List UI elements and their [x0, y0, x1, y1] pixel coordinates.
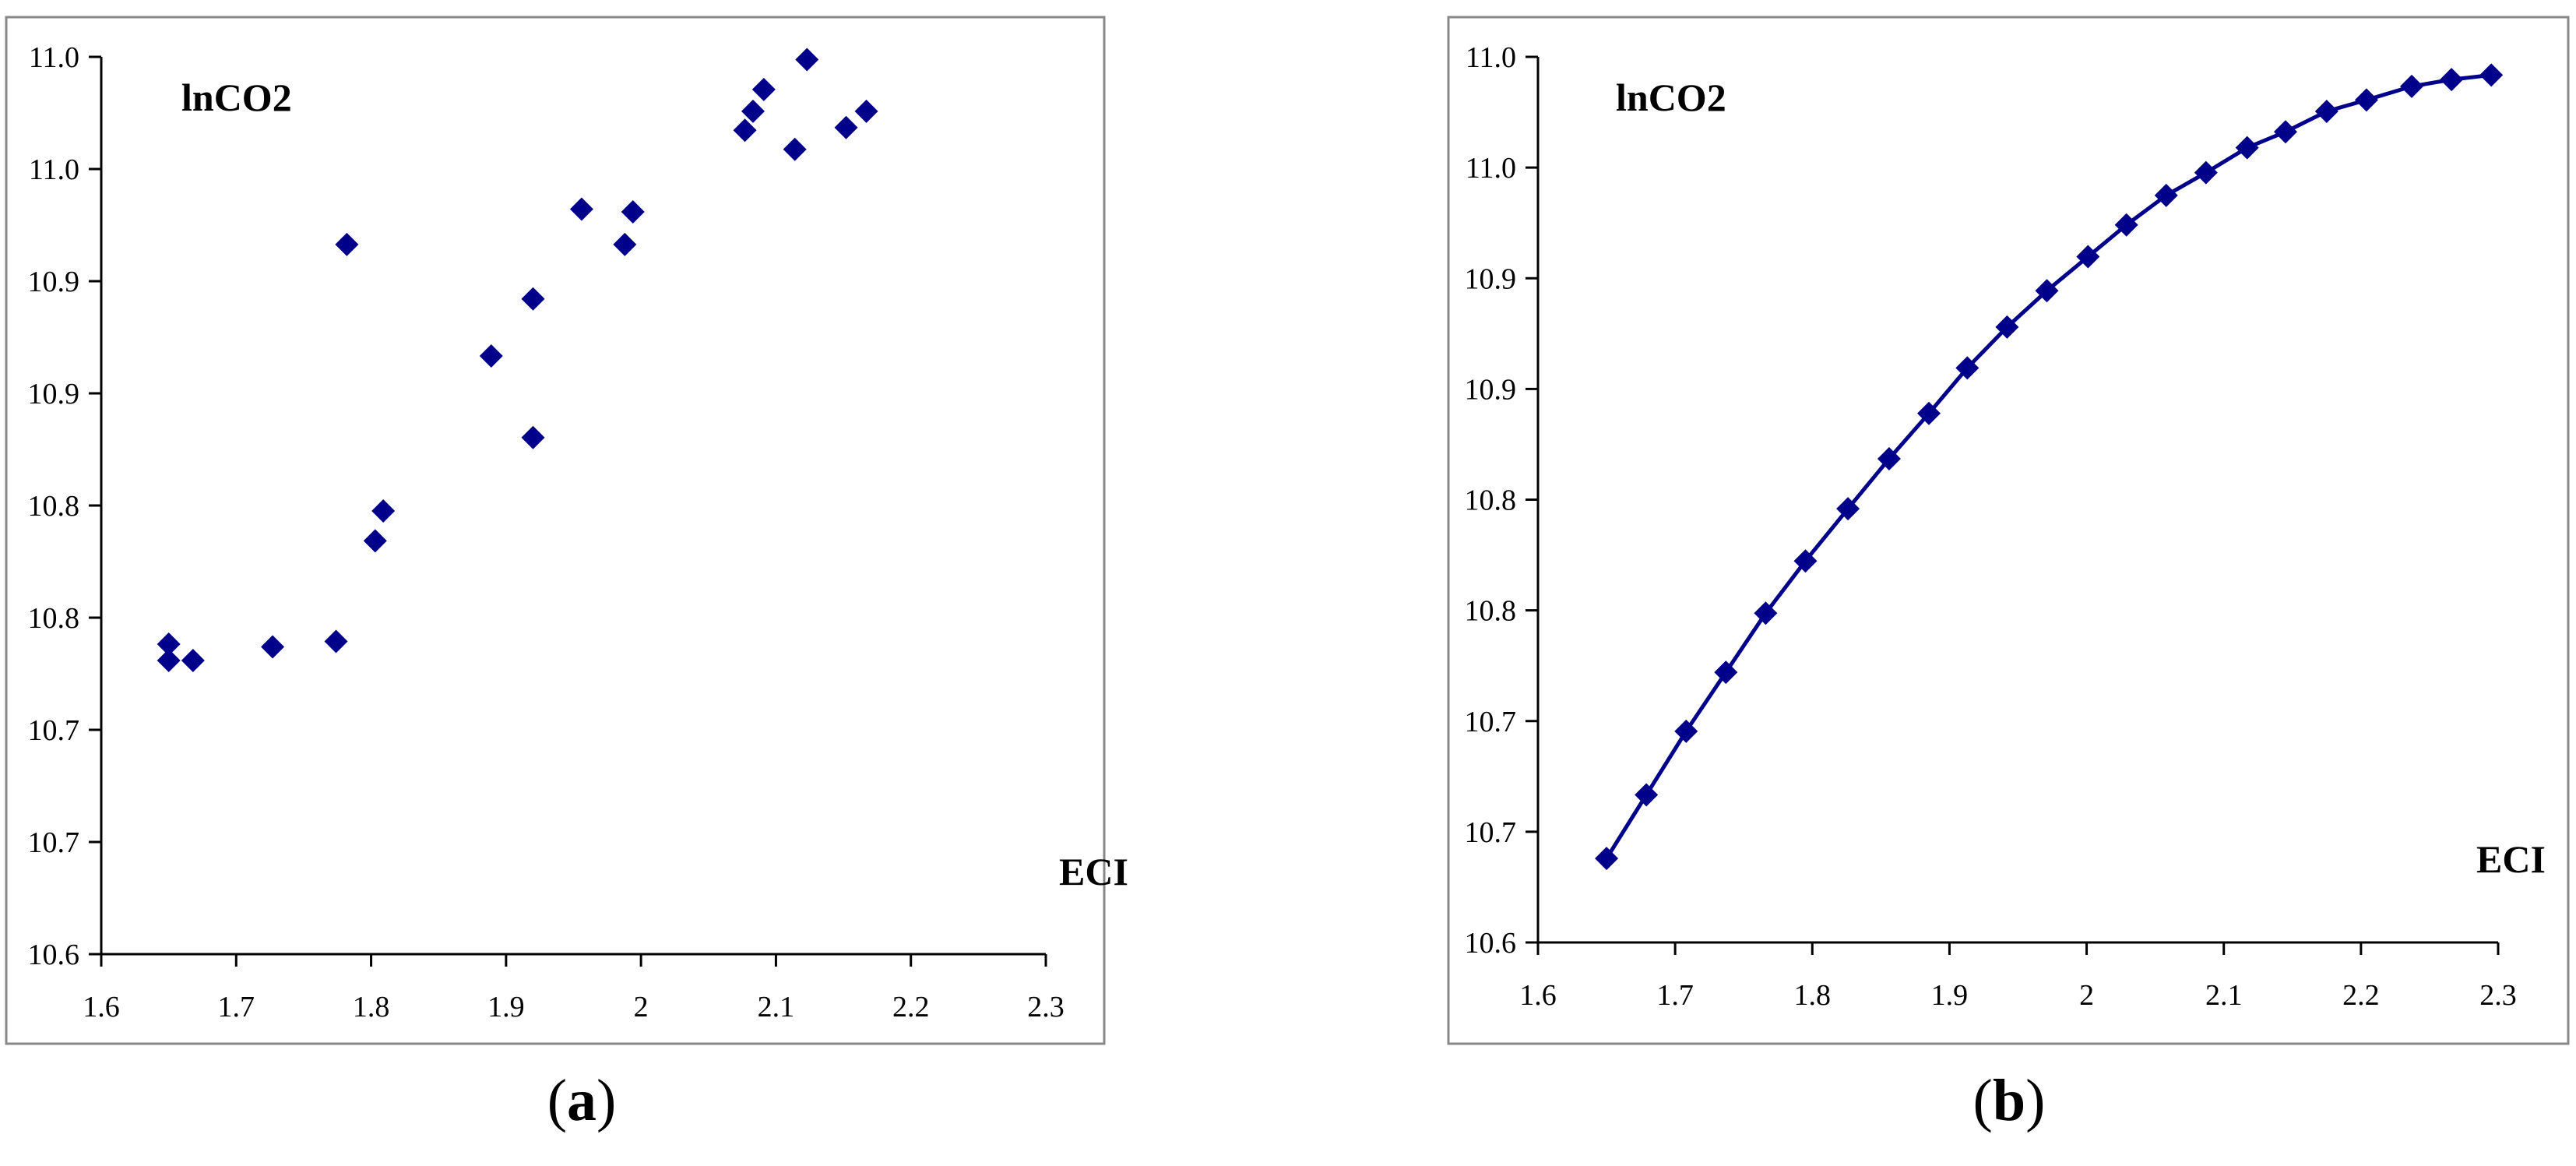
y-tick-label: 11.0: [1466, 152, 1516, 185]
y-tick-label: 10.7: [28, 714, 80, 747]
x-tick-label: 2.1: [2205, 979, 2243, 1012]
y-tick-label: 10.7: [1465, 816, 1517, 849]
x-tick-label: 2.2: [2342, 979, 2380, 1012]
y-tick-label: 10.9: [1465, 373, 1517, 406]
data-point: [371, 498, 396, 523]
x-tick-label: 1.6: [83, 991, 120, 1023]
y-tick-label: 11.0: [29, 41, 79, 74]
data-point: [1635, 783, 1659, 807]
data-point: [2314, 99, 2338, 123]
y-axis-label: lnCO2: [181, 76, 292, 119]
data-point: [2273, 120, 2297, 144]
data-point: [741, 99, 765, 123]
chart-panel-b: 1.6 1.7 1.8 1.9 2 2.1 2.2 2.3 11.0 11.0 10.9 10.9 10…: [1447, 16, 2570, 1045]
data-point: [613, 232, 637, 256]
y-tick-label: 11.0: [29, 153, 79, 186]
data-point: [2354, 88, 2378, 112]
y-tick-label: 10.6: [28, 939, 80, 971]
x-tick-label: 1.9: [1931, 979, 1969, 1012]
x-tick-label: 2: [2079, 979, 2094, 1012]
data-point: [521, 287, 545, 311]
x-tick-label: 2.3: [1027, 991, 1065, 1023]
data-point: [2194, 160, 2218, 185]
data-point: [2114, 213, 2138, 237]
data-point: [363, 529, 387, 553]
y-tick-label: 10.7: [28, 826, 80, 859]
y-tick-label: 10.8: [1465, 595, 1517, 628]
chart-frame: [5, 16, 1106, 1045]
data-point: [1877, 447, 1901, 471]
data-point: [479, 344, 503, 368]
x-axis-label: ECI: [1059, 850, 1128, 893]
x-tick-label: 2.3: [2479, 979, 2517, 1012]
y-tick-label: 11.0: [1466, 41, 1516, 74]
data-point: [783, 137, 807, 161]
data-point: [795, 48, 819, 72]
data-point: [621, 199, 645, 224]
caption-b-letter: b: [1992, 1068, 2026, 1133]
chart-panel-a: 1.6 1.7 1.8 1.9 2 2.1 2.2 2.3 11.0 11.0 10.9 10.9 10…: [5, 16, 1128, 1045]
data-point: [733, 118, 757, 143]
data-point: [157, 632, 181, 657]
data-point: [1754, 601, 1778, 625]
x-axis-label: ECI: [2476, 837, 2546, 881]
data-point: [2235, 136, 2259, 160]
x-tick-label: 2.1: [758, 991, 795, 1023]
data-point: [157, 648, 181, 672]
x-tick-label: 1.8: [353, 991, 390, 1023]
data-point: [569, 197, 593, 221]
data-point: [751, 77, 776, 101]
chart-frame: [1447, 16, 2570, 1045]
data-point: [854, 99, 878, 123]
data-point: [2479, 63, 2504, 87]
caption-b: (b): [1972, 1068, 2046, 1133]
data-point: [2076, 245, 2100, 269]
data-point: [1674, 719, 1698, 743]
y-tick-label: 10.7: [1465, 706, 1517, 738]
data-point: [1793, 549, 1818, 573]
x-tick-label: 1.8: [1794, 979, 1832, 1012]
x-tick-label: 2: [634, 991, 649, 1023]
data-point: [834, 115, 858, 139]
x-tick-label: 1.7: [1656, 979, 1694, 1012]
caption-a-letter: a: [567, 1068, 596, 1133]
data-point: [2400, 74, 2424, 98]
y-axis-label: lnCO2: [1616, 76, 1726, 119]
data-point: [1836, 497, 1860, 521]
data-point: [1955, 356, 1980, 380]
y-tick-label: 10.8: [28, 490, 80, 523]
y-tick-label: 10.9: [28, 266, 80, 298]
data-point: [1714, 660, 1738, 685]
data-point: [521, 425, 545, 449]
data-point: [335, 232, 359, 256]
x-tick-label: 2.2: [892, 991, 930, 1023]
y-tick-label: 10.9: [28, 378, 80, 410]
data-point: [324, 629, 348, 653]
y-tick-label: 10.6: [1465, 927, 1517, 960]
x-tick-label: 1.9: [487, 991, 525, 1023]
caption-a: (a): [547, 1068, 617, 1133]
data-point: [181, 648, 205, 672]
data-point: [261, 635, 285, 659]
x-tick-label: 1.7: [218, 991, 255, 1023]
y-tick-label: 10.8: [1465, 484, 1517, 517]
y-tick-label: 10.9: [1465, 262, 1517, 295]
y-tick-label: 10.8: [28, 602, 80, 635]
data-point: [2154, 183, 2178, 207]
data-point: [1995, 315, 2019, 339]
x-tick-label: 1.6: [1519, 979, 1557, 1012]
data-point: [2440, 68, 2464, 92]
data-point: [1595, 847, 1619, 871]
data-point: [1917, 401, 1941, 425]
data-point: [2035, 279, 2059, 303]
